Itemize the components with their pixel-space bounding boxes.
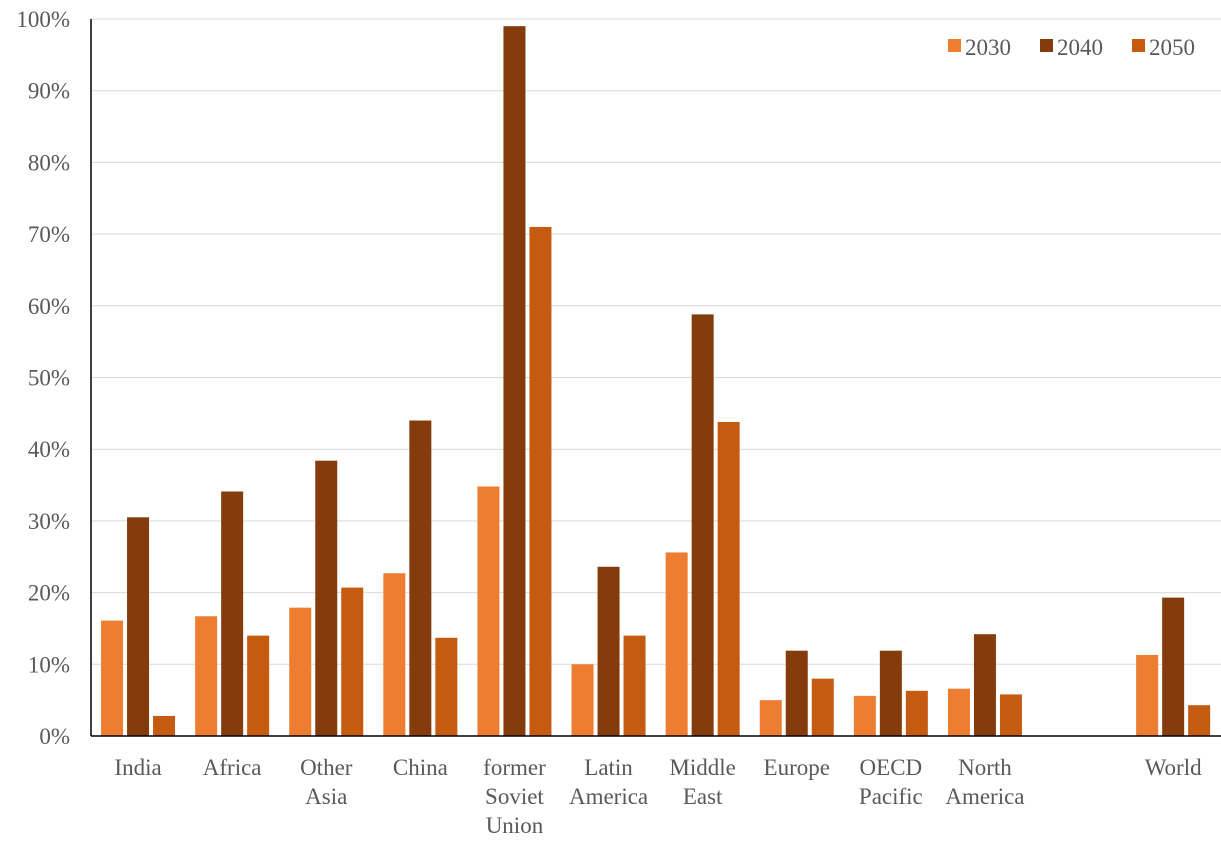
bar-former-soviet-union-2030 [477,486,500,736]
bar-oecd-pacific-2040 [879,650,902,736]
y-tick-label-0: 0% [39,724,70,749]
y-tick-label-80: 80% [28,150,70,175]
bar-world-2040 [1162,597,1185,736]
x-tick-label-india: India [114,755,161,780]
bar-africa-2050 [247,635,270,736]
legend-swatch-2050 [1132,39,1145,52]
bar-oecd-pacific-2050 [905,690,928,736]
bar-china-2050 [435,637,458,736]
bar-africa-2040 [221,491,244,736]
y-tick-label-10: 10% [28,652,70,677]
y-tick-label-40: 40% [28,437,70,462]
y-tick-label-30: 30% [28,509,70,534]
x-tick-label-africa: Africa [203,755,262,780]
bar-latin-america-2050 [623,635,646,736]
legend-label-2050: 2050 [1149,35,1195,60]
y-tick-label-60: 60% [28,294,70,319]
bar-other-asia-2050 [341,587,364,736]
bar-world-2050 [1188,705,1211,736]
y-tick-label-20: 20% [28,581,70,606]
bar-africa-2030 [195,616,218,736]
legend-label-2030: 2030 [965,35,1011,60]
y-axis-tick-labels: 0% 10% 20% 30% 40% 50% 60% 70% 80% 90% 100% [16,7,70,749]
x-axis-category-labels: India Africa Other Asia China former Soviet Uni… [114,755,1202,838]
x-tick-label-north-america: North America [945,755,1024,809]
bar-india-2030 [101,620,124,736]
bar-other-asia-2030 [289,607,312,736]
y-tick-label-90: 90% [28,79,70,104]
bar-india-2050 [153,715,176,736]
grid-lines [91,18,1221,665]
legend-label-2040: 2040 [1057,35,1103,60]
bar-china-2030 [383,573,406,736]
bar-latin-america-2040 [597,566,620,736]
x-tick-label-europe: Europe [764,755,830,780]
bar-middle-east-2050 [717,421,740,736]
bar-europe-2030 [759,700,782,736]
y-tick-label-70: 70% [28,222,70,247]
x-tick-label-former-soviet-union: former Soviet Union [483,755,546,837]
bar-china-2040 [409,420,432,736]
legend-swatch-2040 [1040,39,1053,52]
bar-middle-east-2040 [691,314,714,736]
x-tick-label-china: China [393,755,448,780]
bar-europe-2050 [811,678,834,736]
bar-former-soviet-union-2050 [529,226,552,736]
x-tick-label-other-asia: Other Asia [300,755,353,809]
bar-other-asia-2040 [315,460,338,736]
bar-world-2030 [1136,654,1159,736]
x-tick-label-middle-east: Middle East [669,755,735,809]
bar-india-2040 [127,517,150,736]
bar-oecd-pacific-2030 [853,695,876,736]
bar-north-america-2040 [973,634,996,736]
bars [101,26,1211,737]
bar-middle-east-2030 [665,552,688,736]
bar-north-america-2050 [999,694,1022,736]
x-tick-label-world: World [1145,755,1202,780]
bar-former-soviet-union-2040 [503,26,526,737]
x-tick-label-latin-america: Latin America [569,755,648,809]
bar-europe-2040 [785,650,808,736]
x-tick-label-oecd-pacific: OECD Pacific [859,755,923,809]
legend: 2030 2040 2050 [948,35,1195,60]
bar-latin-america-2030 [571,664,594,736]
legend-swatch-2030 [948,39,961,52]
axes [90,19,1221,737]
y-tick-label-50: 50% [28,366,70,391]
bar-north-america-2030 [947,688,970,736]
y-tick-label-100: 100% [16,7,70,32]
